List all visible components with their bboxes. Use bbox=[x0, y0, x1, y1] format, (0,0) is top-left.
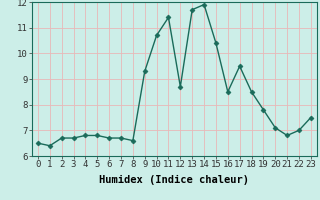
X-axis label: Humidex (Indice chaleur): Humidex (Indice chaleur) bbox=[100, 175, 249, 185]
